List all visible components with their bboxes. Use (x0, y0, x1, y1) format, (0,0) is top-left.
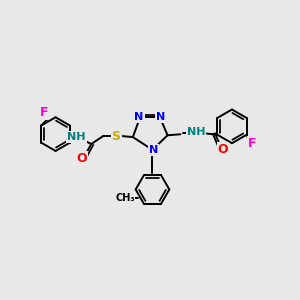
Text: F: F (248, 137, 257, 150)
Text: NH: NH (187, 127, 206, 137)
Text: S: S (112, 130, 121, 142)
Text: N: N (156, 112, 166, 122)
Text: O: O (218, 142, 228, 156)
Text: CH₃: CH₃ (115, 193, 135, 203)
Text: N: N (134, 112, 144, 122)
Text: N: N (149, 145, 158, 155)
Text: O: O (76, 152, 87, 165)
Text: F: F (39, 106, 48, 119)
Text: NH: NH (67, 132, 86, 142)
